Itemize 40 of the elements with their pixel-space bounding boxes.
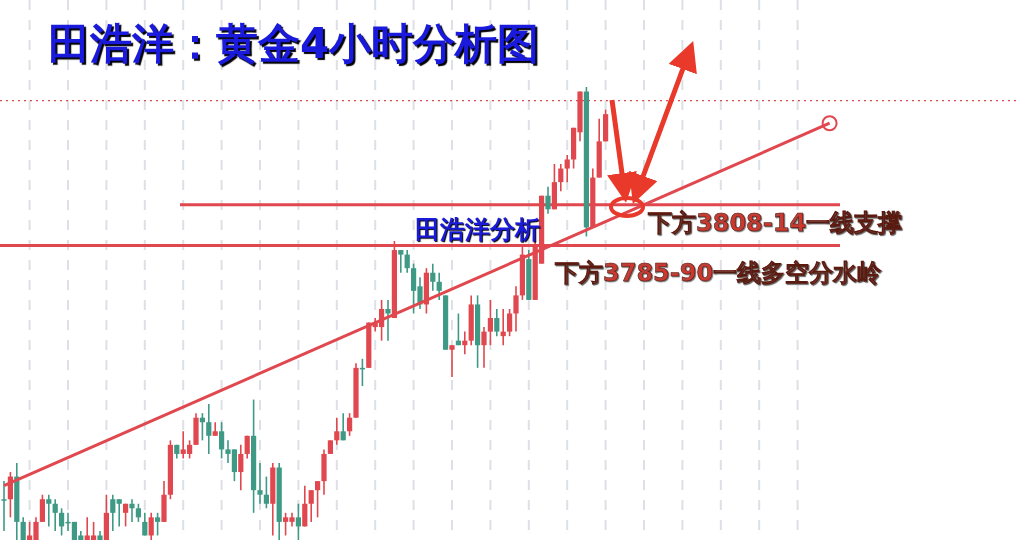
candlestick xyxy=(46,493,52,528)
candlestick xyxy=(494,308,500,337)
chart-title: 田浩洋：黄金4小时分析图 xyxy=(48,19,540,68)
candlestick xyxy=(116,498,122,528)
candlestick xyxy=(487,299,493,347)
candlestick xyxy=(564,154,570,183)
candlestick xyxy=(347,412,353,437)
ref-line-label: 下方3785-90一线多空分水岭 xyxy=(554,259,883,287)
candlestick xyxy=(1,480,7,532)
candlestick xyxy=(206,403,212,455)
candlestick xyxy=(257,462,263,505)
candlestick xyxy=(558,163,564,192)
candlestick xyxy=(155,512,161,537)
candlestick xyxy=(449,344,455,378)
candlestick xyxy=(148,512,154,540)
candlestick xyxy=(219,421,225,460)
candlestick xyxy=(129,498,135,523)
candlestick xyxy=(436,271,442,301)
candlestick xyxy=(545,185,551,215)
candlestick xyxy=(398,249,404,274)
candlestick xyxy=(507,308,513,337)
candlestick xyxy=(340,412,346,442)
candlestick xyxy=(295,502,301,540)
candlestick xyxy=(135,502,141,523)
candlestick xyxy=(430,262,436,292)
candlestick xyxy=(263,475,269,510)
candlestick xyxy=(481,326,487,369)
candlestick xyxy=(308,489,314,523)
candlestick xyxy=(404,249,410,274)
candlestick xyxy=(513,285,519,333)
candlestick xyxy=(315,480,321,519)
ref-line-label: 下方3808-14一线支撑 xyxy=(647,209,903,237)
candlestick xyxy=(302,484,308,528)
candlestick xyxy=(385,299,391,342)
candlestick xyxy=(20,516,26,540)
candlestick xyxy=(334,416,340,446)
candlestick xyxy=(52,498,58,532)
candlestick xyxy=(238,444,244,491)
candlestick xyxy=(110,493,116,532)
candlestick xyxy=(39,493,45,523)
